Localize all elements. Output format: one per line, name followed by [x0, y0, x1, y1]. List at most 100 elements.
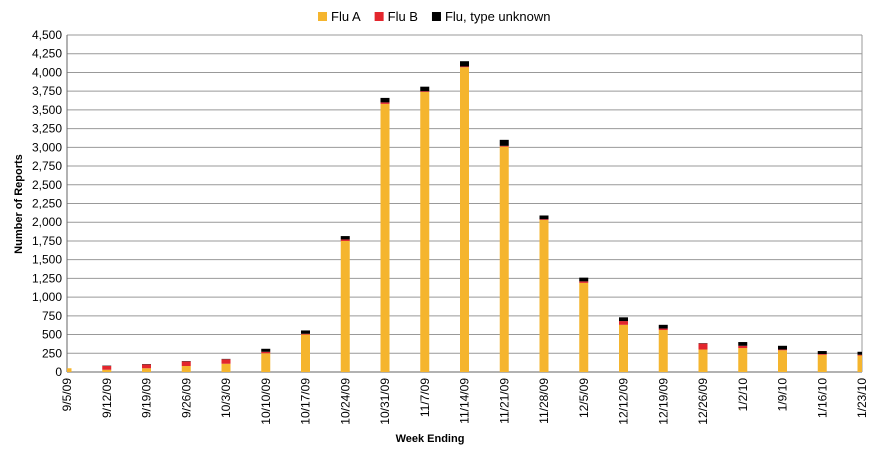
y-tick-label: 4,500 — [32, 28, 62, 42]
x-tick-label: 1/16/10 — [815, 378, 829, 418]
bar-segment — [738, 348, 748, 372]
legend-swatch — [318, 12, 327, 21]
x-tick-label: 12/12/09 — [617, 378, 631, 425]
x-tick-label: 10/3/09 — [219, 378, 233, 418]
legend-label: Flu B — [388, 9, 418, 24]
bar-segment — [738, 342, 748, 346]
bar-segment — [181, 361, 191, 367]
bar-segment — [698, 343, 708, 350]
legend-swatch — [431, 12, 441, 21]
y-tick-label: 3,000 — [32, 140, 62, 154]
bar-segment — [658, 324, 668, 329]
x-tick-label: 1/9/10 — [776, 378, 790, 412]
bar-segment — [460, 66, 469, 68]
x-tick-label: 9/19/09 — [140, 378, 154, 418]
bar-segment — [460, 61, 469, 67]
y-tick-label: 750 — [42, 309, 62, 323]
y-tick-label: 4,250 — [32, 47, 62, 61]
bar-segment — [380, 97, 390, 103]
bar-segment — [857, 351, 862, 355]
bar-segment — [817, 354, 827, 372]
bar-segment — [579, 277, 589, 282]
x-tick-label: 12/5/09 — [577, 378, 591, 418]
bar-segment — [261, 348, 271, 352]
y-tick-label: 3,750 — [32, 84, 62, 98]
bar-segment — [340, 240, 350, 372]
y-tick-label: 3,250 — [32, 122, 62, 136]
bar-segment — [301, 333, 310, 335]
x-tick-label: 1/2/10 — [736, 378, 750, 412]
x-tick-label: 10/17/09 — [299, 378, 313, 425]
x-tick-label: 12/26/09 — [696, 378, 710, 425]
bar-segment — [499, 145, 509, 147]
bar-segment — [261, 351, 271, 354]
y-tick-label: 500 — [42, 328, 62, 342]
bar-segment — [142, 364, 151, 369]
legend-label: Flu A — [331, 9, 361, 24]
y-tick-label: 3,500 — [32, 103, 62, 117]
x-tick-label: 11/7/09 — [418, 378, 432, 417]
bar-segment — [658, 330, 668, 372]
bar-segment — [778, 345, 787, 350]
bar-segment — [102, 366, 112, 370]
bar-segment — [460, 67, 469, 373]
bar-segment — [817, 354, 827, 355]
bar-segment — [778, 349, 787, 351]
legend-swatch — [374, 12, 384, 21]
bar-segment — [619, 321, 628, 325]
bar-segment — [420, 86, 430, 92]
bar-segment — [817, 351, 827, 355]
y-tick-label: 4,000 — [32, 65, 62, 79]
x-tick-label: 11/28/09 — [537, 378, 551, 424]
bar-segment — [658, 328, 668, 331]
bar-segment — [380, 102, 390, 104]
bar-segment — [142, 368, 151, 372]
bar-segment — [539, 215, 549, 220]
x-tick-label: 11/14/09 — [458, 378, 472, 424]
y-tick-label: 1,750 — [32, 234, 62, 248]
bar-segment — [67, 368, 72, 372]
bar-segment — [499, 139, 509, 146]
bar-segment — [579, 281, 589, 283]
y-tick-label: 2,750 — [32, 159, 62, 173]
bar-segment — [181, 366, 191, 372]
bar-segment — [221, 359, 231, 364]
x-axis-title: Week Ending — [396, 433, 465, 445]
bar-segment — [778, 350, 787, 372]
x-tick-label: 9/26/09 — [179, 378, 193, 418]
bar-segment — [420, 91, 430, 372]
legend-label: Flu, type unknown — [445, 9, 551, 24]
bar-segment — [102, 369, 112, 372]
bar-segment — [539, 219, 549, 220]
y-tick-label: 2,250 — [32, 197, 62, 211]
bar-segment — [340, 236, 350, 240]
bar-segment — [301, 334, 310, 372]
y-tick-label: 2,000 — [32, 215, 62, 229]
x-tick-label: 10/31/09 — [378, 378, 392, 425]
y-tick-label: 1,000 — [32, 290, 62, 304]
bar-segment — [698, 349, 708, 372]
y-tick-label: 1,500 — [32, 253, 62, 267]
bar-segment — [539, 219, 549, 372]
bar-segment — [738, 345, 748, 349]
y-tick-label: 2,500 — [32, 178, 62, 192]
x-tick-label: 12/19/09 — [656, 378, 670, 425]
y-tick-label: 250 — [42, 346, 62, 360]
y-tick-label: 0 — [55, 365, 62, 379]
x-tick-label: 9/12/09 — [100, 378, 114, 418]
bar-segment — [619, 317, 628, 322]
y-axis-title: Number of Reports — [13, 154, 25, 254]
bar-segment — [301, 330, 310, 334]
bar-segment — [261, 353, 271, 372]
bar-segment — [221, 363, 231, 372]
x-tick-label: 1/23/10 — [855, 378, 869, 418]
bar-segment — [619, 324, 628, 372]
bar-segment — [340, 239, 350, 241]
bar-segment — [380, 103, 390, 373]
bar-segment — [857, 354, 862, 356]
bar-segment — [499, 146, 509, 372]
bar-segment — [579, 282, 589, 372]
y-tick-label: 1,250 — [32, 271, 62, 285]
bar-segment — [420, 91, 430, 92]
